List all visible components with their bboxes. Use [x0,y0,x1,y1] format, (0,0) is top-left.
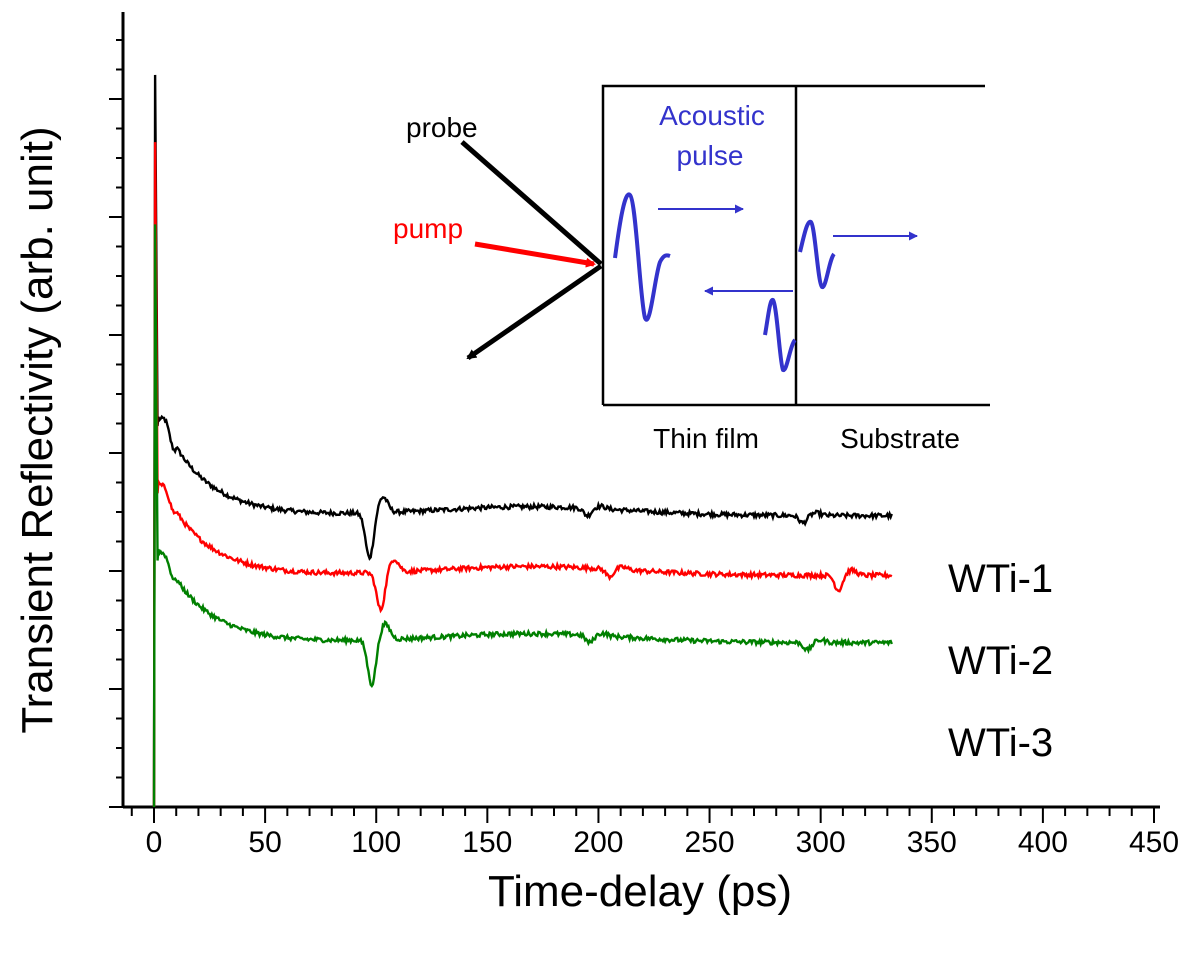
probe-label: probe [406,112,478,143]
x-tick-label: 250 [685,826,735,859]
x-axis-title: Time-delay (ps) [488,867,792,916]
y-ticks [109,39,123,808]
acoustic-label: Acoustic [659,100,765,131]
thin-film-box [601,84,985,405]
series-labels: WTi-1 WTi-2 WTi-3 [948,557,1053,765]
series-line-wti-2 [152,142,893,808]
reflected-beam [466,263,603,361]
inset-schematic: probe pump Acoustic pulse Thin film Subs… [393,84,990,454]
series-line-wti-3 [152,224,893,808]
series-group [152,74,893,808]
pump-beam [474,241,596,268]
series-line-wti-1 [152,74,893,808]
series-label-wti-1: WTi-1 [948,557,1053,601]
x-tick-label: 300 [796,826,846,859]
acoustic-pulse-3 [798,219,836,290]
probe-beam [460,140,603,266]
x-tick-label: 200 [573,826,623,859]
x-tick-label: 450 [1129,826,1179,859]
substrate-label: Substrate [840,423,960,454]
thin-film-label: Thin film [653,423,759,454]
acoustic-pulse-1 [613,192,671,322]
x-tick-label: 50 [248,826,281,859]
y-axis-title: Transient Reflectivity (arb. unit) [13,126,62,733]
x-ticks: 0 50 100 150 200 250 300 350 400 450 [130,807,1179,859]
x-tick-label: 400 [1018,826,1068,859]
pump-label: pump [393,213,463,244]
x-tick-label: 150 [462,826,512,859]
pulse-label: pulse [677,140,744,171]
series-label-wti-2: WTi-2 [948,639,1053,683]
x-tick-label: 350 [907,826,957,859]
acoustic-pulse-2 [763,297,797,373]
series-label-wti-3: WTi-3 [948,721,1053,765]
x-tick-label: 100 [351,826,401,859]
x-tick-label: 0 [146,826,163,859]
